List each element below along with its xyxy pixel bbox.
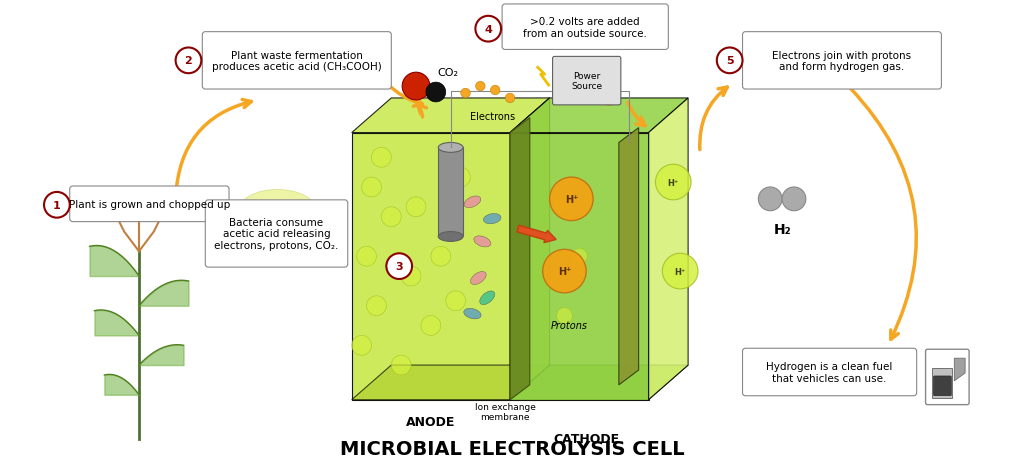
Ellipse shape xyxy=(438,143,463,153)
Ellipse shape xyxy=(238,190,317,235)
FancyBboxPatch shape xyxy=(553,57,621,106)
FancyBboxPatch shape xyxy=(934,376,951,396)
Polygon shape xyxy=(510,118,529,400)
Text: Protons: Protons xyxy=(551,321,588,331)
Text: 5: 5 xyxy=(726,56,733,66)
Circle shape xyxy=(569,92,580,101)
FancyArrowPatch shape xyxy=(385,83,423,107)
FancyArrowPatch shape xyxy=(850,89,916,340)
Circle shape xyxy=(372,148,391,168)
Ellipse shape xyxy=(464,196,480,208)
Polygon shape xyxy=(351,133,510,400)
Text: 4: 4 xyxy=(484,25,493,34)
FancyArrow shape xyxy=(517,226,556,243)
Circle shape xyxy=(431,247,451,267)
Circle shape xyxy=(490,86,500,95)
Polygon shape xyxy=(954,358,966,381)
Ellipse shape xyxy=(471,272,486,285)
Polygon shape xyxy=(510,133,648,400)
Circle shape xyxy=(505,94,515,103)
Text: ANODE: ANODE xyxy=(407,415,456,428)
Text: MICROBIAL ELECTROLYSIS CELL: MICROBIAL ELECTROLYSIS CELL xyxy=(340,439,684,458)
Circle shape xyxy=(407,197,426,217)
Text: 2: 2 xyxy=(184,56,193,66)
Circle shape xyxy=(655,165,691,201)
Circle shape xyxy=(461,89,470,99)
Polygon shape xyxy=(438,148,463,237)
Circle shape xyxy=(594,89,604,99)
FancyBboxPatch shape xyxy=(502,5,669,50)
Circle shape xyxy=(175,48,202,74)
Circle shape xyxy=(386,254,412,280)
Text: Power
Source: Power Source xyxy=(571,72,602,91)
Text: >0.2 volts are added
from an outside source.: >0.2 volts are added from an outside sou… xyxy=(523,17,647,39)
FancyBboxPatch shape xyxy=(70,187,229,222)
FancyArrowPatch shape xyxy=(418,106,426,118)
FancyBboxPatch shape xyxy=(926,349,969,405)
Circle shape xyxy=(663,254,698,289)
FancyBboxPatch shape xyxy=(742,33,941,90)
Text: Bacteria consume
acetic acid releasing
electrons, protons, CO₂.: Bacteria consume acetic acid releasing e… xyxy=(214,218,339,251)
Polygon shape xyxy=(510,365,688,400)
Circle shape xyxy=(604,97,613,106)
Circle shape xyxy=(782,188,806,211)
FancyArrowPatch shape xyxy=(699,88,727,150)
FancyBboxPatch shape xyxy=(742,348,916,396)
Ellipse shape xyxy=(464,308,481,319)
Text: Plant waste fermentation
produces acetic acid (CH₃COOH): Plant waste fermentation produces acetic… xyxy=(212,50,382,72)
Ellipse shape xyxy=(438,232,463,242)
Text: H⁺: H⁺ xyxy=(558,267,571,276)
FancyBboxPatch shape xyxy=(205,201,348,268)
Circle shape xyxy=(571,249,587,264)
Circle shape xyxy=(543,250,586,293)
Text: Hydrogen is a clean fuel
that vehicles can use.: Hydrogen is a clean fuel that vehicles c… xyxy=(766,361,893,383)
Text: CATHODE: CATHODE xyxy=(553,432,620,445)
Circle shape xyxy=(759,188,782,211)
Circle shape xyxy=(381,207,401,227)
Ellipse shape xyxy=(483,214,501,224)
Circle shape xyxy=(356,247,377,267)
Polygon shape xyxy=(510,99,550,400)
Circle shape xyxy=(451,168,470,188)
Circle shape xyxy=(426,83,445,103)
Circle shape xyxy=(421,316,440,336)
Circle shape xyxy=(401,267,421,286)
Text: H⁺: H⁺ xyxy=(675,267,686,276)
Text: 3: 3 xyxy=(395,262,403,272)
Text: Plant is grown and chopped up: Plant is grown and chopped up xyxy=(69,199,230,209)
FancyBboxPatch shape xyxy=(203,33,391,90)
FancyArrowPatch shape xyxy=(176,100,251,196)
Circle shape xyxy=(717,48,742,74)
Text: Electrons: Electrons xyxy=(470,112,515,122)
Polygon shape xyxy=(351,99,550,133)
Circle shape xyxy=(475,17,501,42)
Polygon shape xyxy=(933,368,952,398)
Circle shape xyxy=(552,199,567,215)
Circle shape xyxy=(367,296,386,316)
Text: Electrons join with protons
and form hydrogen gas.: Electrons join with protons and form hyd… xyxy=(772,50,911,72)
Circle shape xyxy=(44,192,70,218)
Ellipse shape xyxy=(474,236,490,247)
Circle shape xyxy=(351,336,372,355)
Polygon shape xyxy=(351,365,550,400)
Text: H₂: H₂ xyxy=(773,222,791,236)
Circle shape xyxy=(445,291,466,311)
FancyArrowPatch shape xyxy=(628,103,645,126)
Text: H⁺: H⁺ xyxy=(668,178,679,187)
Circle shape xyxy=(550,178,593,221)
Text: Ion exchange
membrane: Ion exchange membrane xyxy=(475,402,536,421)
Circle shape xyxy=(361,178,381,197)
Circle shape xyxy=(402,73,430,101)
Polygon shape xyxy=(510,99,688,133)
Circle shape xyxy=(475,82,485,92)
Text: H⁺: H⁺ xyxy=(564,195,579,204)
Circle shape xyxy=(556,308,572,324)
Polygon shape xyxy=(618,129,639,385)
Circle shape xyxy=(391,355,411,375)
Text: 1: 1 xyxy=(53,201,60,210)
Polygon shape xyxy=(648,99,688,400)
Ellipse shape xyxy=(479,291,495,305)
Circle shape xyxy=(585,82,594,92)
Text: CO₂: CO₂ xyxy=(437,68,458,78)
